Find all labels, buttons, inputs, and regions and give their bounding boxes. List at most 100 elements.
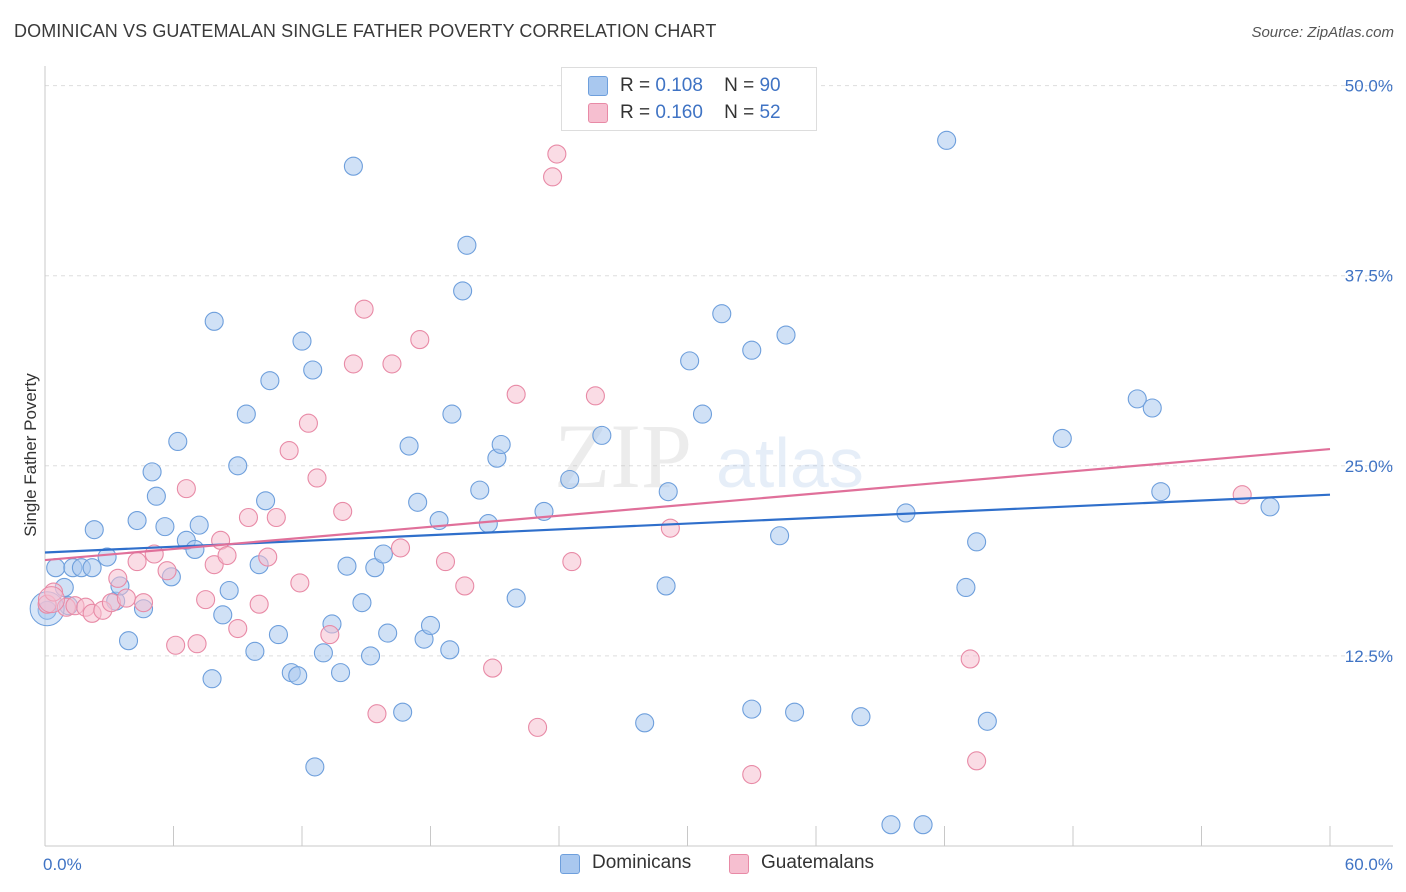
point-guatemalan xyxy=(343,354,363,374)
point-dominican xyxy=(1052,428,1072,448)
point-dominican xyxy=(785,702,805,722)
point-dominican xyxy=(303,360,323,380)
legend-n-value: 52 xyxy=(759,102,781,123)
point-guatemalan xyxy=(108,568,128,588)
point-guatemalan xyxy=(390,538,411,558)
legend-r-value: 0.108 xyxy=(655,75,703,96)
point-dominican xyxy=(260,371,280,391)
tick-labels: 12.5% 25.0% 37.5% 50.0% 0.0% 60.0% xyxy=(43,77,1393,874)
point-guatemalan xyxy=(506,384,526,404)
legend-n-label: N = xyxy=(724,102,755,123)
point-dominican xyxy=(592,425,612,445)
legend-r-label: R = xyxy=(620,102,651,123)
point-guatemalan xyxy=(228,618,248,639)
point-dominican xyxy=(236,404,256,424)
point-dominican xyxy=(82,558,102,578)
point-dominican xyxy=(97,547,117,567)
point-dominican xyxy=(692,404,713,424)
bottom-legend-swatch-blue xyxy=(560,854,580,874)
point-guatemalan xyxy=(217,545,237,566)
trend-line-dominicans xyxy=(44,493,1331,554)
point-dominican xyxy=(288,666,308,686)
source-label: Source: ZipAtlas.com xyxy=(1251,24,1394,41)
legend-n-value: 90 xyxy=(759,75,781,96)
legend-r-value: 0.160 xyxy=(655,102,703,123)
point-guatemalan xyxy=(196,590,216,610)
point-dominican xyxy=(408,492,428,512)
point-guatemalan xyxy=(279,441,299,461)
series-guatemalans xyxy=(37,144,1252,785)
point-dominican xyxy=(330,663,351,683)
point-guatemalan xyxy=(354,299,374,319)
point-dominican xyxy=(560,469,580,490)
point-guatemalan xyxy=(298,413,318,433)
point-guatemalan xyxy=(333,501,353,521)
point-dominican xyxy=(457,235,477,255)
point-guatemalan xyxy=(116,588,136,608)
point-guatemalan xyxy=(435,552,456,572)
point-guatemalan-cluster xyxy=(37,586,65,614)
point-dominican xyxy=(937,130,957,150)
point-guatemalan xyxy=(547,144,567,164)
point-dominican xyxy=(204,311,224,331)
point-dominican xyxy=(635,713,655,733)
point-guatemalan xyxy=(967,751,987,771)
legend-r-label: R = xyxy=(620,75,651,96)
point-guatemalan xyxy=(562,552,582,572)
point-guatemalan xyxy=(528,717,548,737)
point-dominican xyxy=(213,605,233,625)
point-guatemalan xyxy=(742,764,762,785)
y-tick-label: 12.5% xyxy=(1345,647,1393,666)
axes xyxy=(44,66,1393,847)
point-guatemalan xyxy=(127,552,147,572)
point-guatemalan xyxy=(367,704,387,724)
point-dominican xyxy=(956,577,976,598)
point-dominican xyxy=(440,640,460,660)
legend-n-label: N = xyxy=(724,75,755,96)
legend-swatch-blue xyxy=(588,76,608,96)
point-dominican xyxy=(1260,497,1280,517)
point-dominican xyxy=(142,462,162,482)
point-dominican xyxy=(742,340,762,360)
point-dominican xyxy=(506,588,526,608)
point-guatemalan xyxy=(585,386,605,406)
grid-lines xyxy=(45,85,1393,657)
point-dominican xyxy=(658,482,678,502)
point-dominican xyxy=(256,491,276,511)
point-dominican xyxy=(185,539,205,559)
bottom-legend-label: Dominicans xyxy=(592,852,692,873)
point-dominican xyxy=(967,532,987,552)
point-dominican xyxy=(420,615,441,636)
trend-line-guatemalans xyxy=(44,447,1331,562)
point-guatemalan xyxy=(187,634,207,654)
series-dominicans xyxy=(29,130,1280,835)
point-dominican xyxy=(680,351,700,371)
point-dominican xyxy=(776,325,796,345)
bottom-legend-label: Guatemalans xyxy=(761,852,875,873)
point-guatemalan xyxy=(133,593,154,613)
point-guatemalan xyxy=(483,658,503,678)
chart-title: DOMINICAN VS GUATEMALAN SINGLE FATHER PO… xyxy=(14,21,717,41)
point-dominican xyxy=(742,699,762,719)
point-dominican xyxy=(393,702,413,722)
point-dominican xyxy=(202,669,222,689)
point-guatemalan xyxy=(249,594,269,614)
point-dominican xyxy=(155,517,175,537)
point-dominican xyxy=(189,515,209,535)
point-guatemalan xyxy=(382,354,402,374)
y-tick-label: 25.0% xyxy=(1345,457,1393,476)
point-dominican xyxy=(881,815,901,835)
point-guatemalan xyxy=(166,635,186,655)
point-guatemalan xyxy=(660,518,680,538)
point-dominican xyxy=(127,511,147,531)
point-dominican xyxy=(399,436,419,456)
point-dominican xyxy=(268,625,288,645)
point-dominican xyxy=(453,281,473,301)
point-guatemalan xyxy=(455,576,475,596)
point-guatemalan xyxy=(290,573,310,593)
x-tick-label: 60.0% xyxy=(1345,855,1393,874)
point-dominican xyxy=(337,556,357,576)
point-guatemalan xyxy=(258,547,278,567)
point-dominican xyxy=(168,431,188,452)
point-dominican xyxy=(146,486,166,506)
